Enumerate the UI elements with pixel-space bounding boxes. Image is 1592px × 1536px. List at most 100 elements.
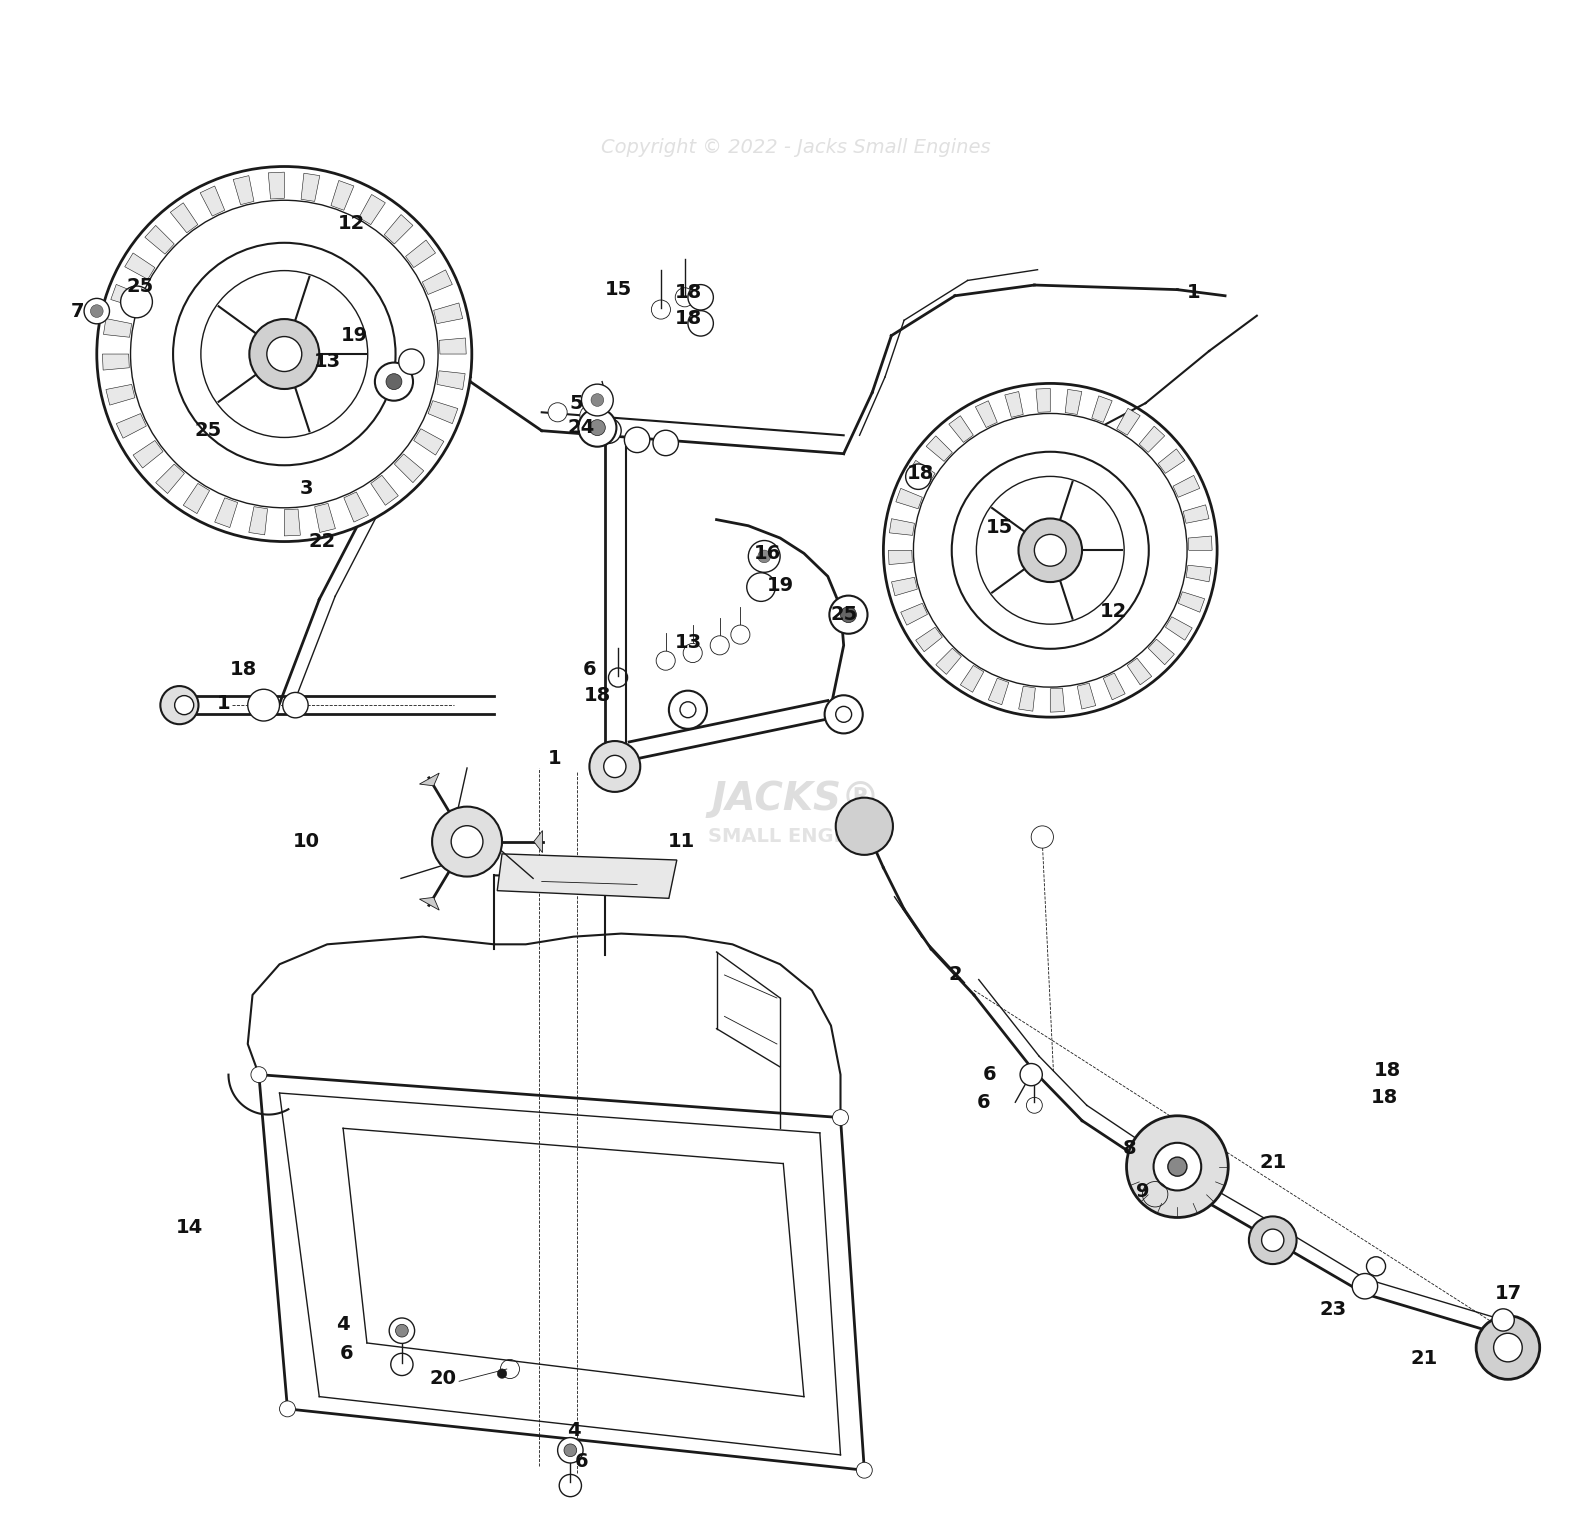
Circle shape [1476, 1316, 1539, 1379]
Circle shape [398, 349, 423, 375]
Text: 21: 21 [1411, 1349, 1438, 1367]
Circle shape [280, 1401, 296, 1416]
Circle shape [589, 419, 605, 436]
Circle shape [669, 691, 707, 728]
Polygon shape [145, 226, 174, 253]
Text: 5: 5 [570, 393, 584, 413]
Circle shape [250, 319, 320, 389]
Polygon shape [269, 172, 285, 200]
Circle shape [653, 430, 678, 456]
Circle shape [688, 284, 713, 310]
Polygon shape [1148, 639, 1175, 665]
Polygon shape [156, 464, 185, 493]
Text: 18: 18 [675, 283, 702, 303]
Circle shape [747, 573, 775, 602]
Polygon shape [371, 475, 398, 505]
Polygon shape [419, 897, 439, 911]
Circle shape [1366, 1256, 1385, 1276]
Circle shape [683, 644, 702, 662]
Circle shape [451, 826, 482, 857]
Circle shape [557, 1438, 583, 1462]
Text: SMALL ENGINES: SMALL ENGINES [708, 826, 884, 846]
Polygon shape [896, 488, 922, 508]
Circle shape [1154, 1143, 1202, 1190]
Circle shape [1492, 1309, 1514, 1332]
Circle shape [589, 740, 640, 793]
Polygon shape [909, 461, 935, 484]
Polygon shape [1078, 684, 1095, 710]
Polygon shape [201, 186, 224, 217]
Polygon shape [1157, 449, 1184, 473]
Polygon shape [422, 270, 452, 295]
Polygon shape [360, 195, 385, 224]
Circle shape [856, 1462, 872, 1478]
Text: 18: 18 [906, 464, 933, 484]
Polygon shape [116, 413, 146, 438]
Circle shape [267, 336, 302, 372]
Text: 17: 17 [1495, 1284, 1522, 1304]
Circle shape [1352, 1273, 1377, 1299]
Circle shape [829, 596, 868, 634]
Circle shape [131, 200, 438, 508]
Circle shape [564, 1444, 576, 1456]
Circle shape [591, 393, 603, 407]
Polygon shape [301, 174, 320, 201]
Circle shape [84, 298, 110, 324]
Text: 12: 12 [1100, 602, 1127, 621]
Polygon shape [285, 508, 301, 536]
Circle shape [976, 476, 1124, 624]
Polygon shape [1183, 505, 1208, 524]
Text: 14: 14 [175, 1218, 202, 1238]
Text: 11: 11 [669, 833, 696, 851]
Text: 1: 1 [548, 750, 562, 768]
Text: 15: 15 [985, 518, 1013, 536]
Circle shape [161, 687, 199, 723]
Circle shape [374, 362, 412, 401]
Text: 7: 7 [72, 301, 84, 321]
Circle shape [201, 270, 368, 438]
Circle shape [952, 452, 1149, 648]
Polygon shape [111, 284, 140, 307]
Text: 25: 25 [126, 276, 153, 296]
Text: 4: 4 [336, 1315, 350, 1335]
Text: 1: 1 [217, 694, 231, 713]
Polygon shape [215, 498, 237, 527]
Polygon shape [331, 181, 353, 210]
Polygon shape [949, 416, 973, 442]
Circle shape [884, 384, 1218, 717]
Circle shape [680, 702, 696, 717]
Circle shape [914, 413, 1188, 687]
Polygon shape [533, 831, 543, 852]
Polygon shape [1186, 565, 1212, 582]
Circle shape [758, 550, 771, 562]
Circle shape [688, 310, 713, 336]
Text: 18: 18 [1371, 1087, 1398, 1107]
Polygon shape [927, 436, 952, 461]
Polygon shape [1065, 389, 1083, 415]
Circle shape [1261, 1229, 1283, 1252]
Circle shape [174, 243, 395, 465]
Polygon shape [890, 519, 914, 536]
Circle shape [906, 464, 931, 490]
Polygon shape [107, 384, 135, 406]
Text: 6: 6 [977, 1092, 990, 1112]
Circle shape [748, 541, 780, 573]
Polygon shape [384, 215, 412, 244]
Polygon shape [915, 627, 942, 651]
Circle shape [578, 409, 616, 447]
Polygon shape [1173, 475, 1200, 498]
Polygon shape [497, 854, 677, 899]
Polygon shape [102, 353, 129, 370]
Circle shape [548, 402, 567, 422]
Polygon shape [419, 773, 439, 786]
Polygon shape [901, 604, 928, 625]
Polygon shape [1092, 396, 1113, 422]
Polygon shape [439, 338, 466, 353]
Polygon shape [406, 240, 436, 267]
Circle shape [97, 166, 471, 542]
Text: 6: 6 [339, 1344, 353, 1362]
Text: 25: 25 [829, 605, 858, 624]
Polygon shape [960, 665, 984, 693]
Circle shape [579, 406, 599, 425]
Text: 22: 22 [309, 531, 336, 550]
